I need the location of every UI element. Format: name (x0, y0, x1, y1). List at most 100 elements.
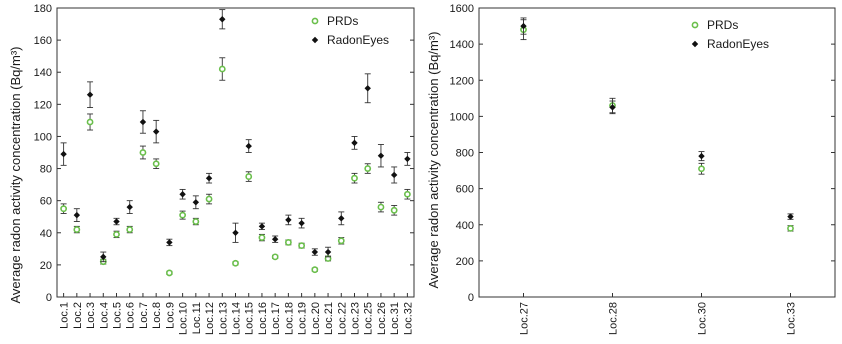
left-y-tick-label: 40 (40, 228, 52, 240)
left-radoneyes-point (219, 16, 226, 23)
left-x-tick-label: Loc.7 (138, 302, 150, 329)
left-x-tick-label: Loc.22 (336, 302, 348, 335)
right-y-tick-label: 800 (456, 148, 474, 160)
left-x-tick-label: Loc.5 (112, 302, 124, 329)
right-y-tick-label: 1400 (450, 39, 474, 51)
left-y-tick-label: 80 (40, 164, 52, 176)
left-y-axis-title: Average radon activity concentration (Bq… (8, 47, 23, 304)
left-y-tick-label: 60 (40, 196, 52, 208)
left-radoneyes-point (126, 203, 133, 211)
left-prds-point (152, 160, 160, 168)
right-chart-panel: Average radon activity concentration (Bq… (426, 3, 836, 335)
left-x-tick-label: Loc.4 (98, 302, 110, 329)
left-prds-point (271, 253, 279, 261)
left-x-tick-label: Loc.18 (283, 302, 295, 335)
left-prds-point (165, 269, 173, 277)
left-x-tick-label: Loc.25 (363, 302, 375, 335)
left-radoneyes-point (351, 139, 358, 147)
left-x-tick-label: Loc.16 (257, 302, 269, 335)
left-prds-point (179, 211, 187, 219)
left-prds-point (351, 174, 358, 182)
right-prds-point (787, 224, 794, 232)
left-y-tick-label: 0 (46, 292, 52, 304)
right-x-tick-label: Loc.30 (697, 302, 709, 335)
left-radoneyes-point (377, 152, 385, 159)
left-x-tick-label: Loc.3 (85, 302, 97, 329)
right-x-tick-label: Loc.33 (786, 302, 798, 335)
right-radoneyes-point (787, 213, 794, 220)
left-x-tick-label: Loc.23 (350, 302, 362, 335)
left-x-tick-label: Loc.19 (297, 302, 309, 335)
right-y-tick-label: 400 (456, 220, 474, 232)
right-y-tick-label: 200 (456, 256, 474, 268)
right-legend: PRDs RadonEyes (691, 18, 769, 51)
left-x-tick-label: Loc.9 (164, 302, 176, 329)
left-radoneyes-point (179, 191, 186, 198)
right-prds-point (698, 165, 705, 173)
left-x-tick-label: Loc.11 (191, 302, 203, 334)
left-x-tick-label: Loc.10 (178, 302, 190, 335)
left-legend-item: PRDs (311, 14, 358, 28)
left-x-tick-label: Loc.13 (217, 302, 229, 335)
left-x-tick-label: Loc.17 (270, 302, 282, 335)
left-prds-point (258, 234, 266, 241)
left-legend-marker (311, 36, 319, 44)
left-chart-panel: Average radon activity concentration (Bq… (8, 3, 415, 335)
left-radoneyes-point (86, 91, 94, 98)
left-y-tick-label: 20 (40, 260, 52, 272)
left-radoneyes-point (139, 118, 147, 126)
right-legend-label: PRDs (707, 18, 738, 32)
left-radoneyes-point (285, 216, 292, 224)
left-prds-point (390, 206, 398, 214)
left-radoneyes-point (100, 253, 107, 261)
left-prds-point (192, 218, 200, 225)
left-radoneyes-point (152, 128, 160, 135)
left-x-tick-label: Loc.20 (310, 302, 322, 335)
left-prds-point (113, 230, 120, 238)
left-prds-point (232, 259, 239, 267)
right-radoneyes-point (609, 104, 616, 111)
left-prds-point (205, 195, 213, 203)
left-prds-point (73, 226, 81, 233)
left-y-tick-label: 120 (34, 99, 52, 111)
left-radoneyes-point (311, 248, 319, 256)
right-x-tick-label: Loc.27 (519, 302, 531, 335)
left-x-tick-label: Loc.31 (389, 302, 401, 335)
left-prds-point (86, 118, 94, 126)
left-prds-point (337, 237, 345, 245)
left-radoneyes-point (192, 199, 200, 206)
left-prds-point (403, 190, 411, 198)
right-legend-item: RadonEyes (691, 37, 769, 51)
left-radoneyes-point (166, 239, 173, 246)
left-legend-item: RadonEyes (311, 33, 389, 47)
left-plot-frame (56, 7, 415, 298)
left-y-tick-label: 180 (34, 3, 52, 15)
right-y-tick-label: 1200 (450, 75, 474, 87)
right-y-axis-title: Average radon activity concentration (Bq… (426, 32, 441, 289)
left-prds-point (126, 226, 134, 233)
right-legend-item: PRDs (691, 18, 738, 32)
right-y-tick-label: 600 (456, 184, 474, 196)
left-radoneyes-point (113, 218, 120, 225)
left-radoneyes-point (245, 142, 252, 150)
right-y-tick-label: 1000 (450, 111, 474, 123)
left-prds-point (377, 203, 385, 211)
right-legend-marker (691, 21, 699, 29)
left-x-tick-label: Loc.15 (244, 302, 256, 335)
left-radoneyes-point (232, 229, 239, 236)
left-x-tick-label: Loc.1 (59, 302, 71, 329)
left-x-tick-label: Loc.6 (125, 302, 137, 329)
left-prds-point (364, 165, 372, 172)
left-legend-label: PRDs (327, 14, 358, 28)
right-y-tick-label: 1600 (450, 3, 474, 15)
right-radoneyes-point (698, 152, 705, 160)
left-radoneyes-point (73, 211, 81, 219)
right-y-tick-label: 0 (468, 292, 474, 304)
left-y-tick-label: 140 (34, 67, 52, 79)
left-radoneyes-point (60, 150, 67, 158)
left-x-tick-label: Loc.14 (231, 302, 243, 335)
left-prds-point (284, 239, 292, 246)
left-prds-point (311, 266, 319, 274)
right-legend-marker (691, 40, 699, 48)
